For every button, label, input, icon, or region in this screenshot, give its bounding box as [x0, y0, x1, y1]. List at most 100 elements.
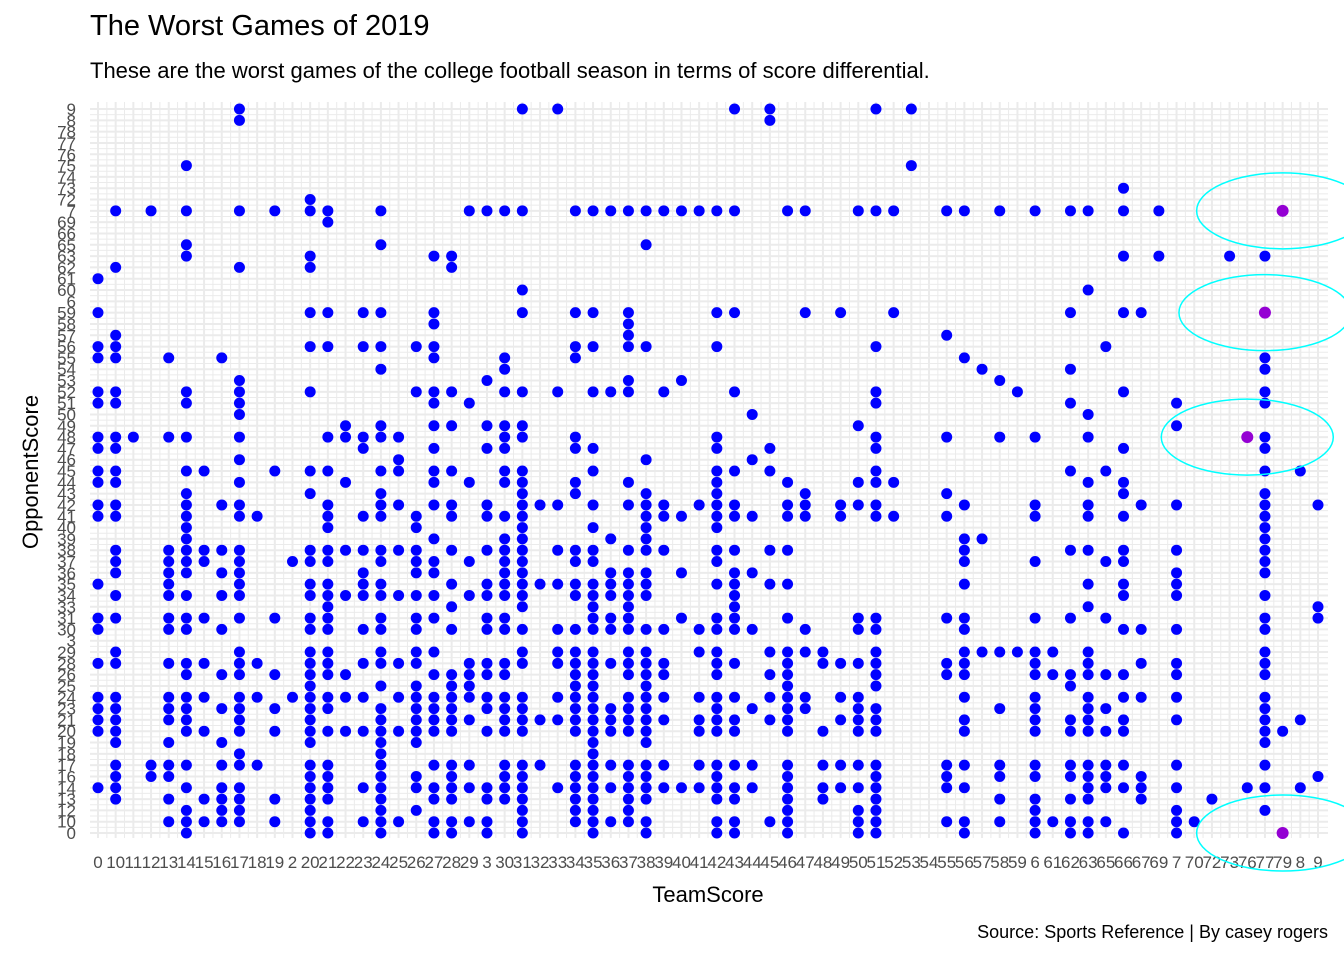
- data-point: [605, 714, 617, 726]
- data-point: [569, 556, 581, 567]
- highlight-ellipse: [1195, 794, 1344, 872]
- data-point: [1047, 816, 1059, 828]
- data-point: [180, 589, 192, 601]
- x-tick-label: 49: [831, 853, 850, 872]
- data-point: [729, 544, 741, 556]
- x-tick-label: 28: [442, 853, 461, 872]
- data-point: [463, 397, 475, 409]
- data-point: [233, 114, 245, 126]
- data-point: [481, 375, 493, 386]
- data-point: [870, 612, 882, 624]
- y-tick-label: 23: [57, 700, 76, 719]
- data-point: [640, 725, 652, 737]
- data-point: [516, 307, 528, 319]
- x-tick-label: 43: [725, 853, 744, 872]
- data-point: [587, 341, 599, 353]
- data-point: [1118, 250, 1130, 262]
- data-point: [1064, 793, 1076, 805]
- x-tick-label: 57: [973, 853, 992, 872]
- x-tick-label: 58: [990, 853, 1009, 872]
- y-tick-label: 35: [57, 575, 76, 594]
- data-point: [463, 589, 475, 601]
- data-point: [852, 612, 864, 624]
- data-point: [1100, 669, 1112, 681]
- data-point: [870, 499, 882, 511]
- data-point: [375, 714, 387, 726]
- data-point: [835, 510, 847, 522]
- x-tick-label: 62: [1061, 853, 1080, 872]
- data-point: [1029, 205, 1041, 217]
- data-point: [658, 205, 670, 217]
- data-point: [817, 725, 829, 737]
- data-point: [410, 725, 422, 737]
- data-point: [729, 816, 741, 828]
- data-point: [233, 397, 245, 409]
- data-point: [622, 782, 634, 794]
- data-point: [233, 804, 245, 816]
- data-point: [180, 160, 192, 172]
- data-point: [481, 544, 493, 556]
- data-point: [180, 522, 192, 534]
- data-point: [357, 782, 369, 794]
- data-point: [1082, 646, 1094, 658]
- data-point: [322, 646, 334, 658]
- data-point: [888, 476, 900, 488]
- data-point: [322, 612, 334, 624]
- data-point: [552, 578, 564, 590]
- data-point: [587, 465, 599, 477]
- x-tick-label: 25: [389, 853, 408, 872]
- data-point: [1029, 804, 1041, 816]
- data-point: [1082, 770, 1094, 782]
- data-point: [410, 589, 422, 601]
- data-point: [428, 533, 440, 545]
- data-point: [410, 386, 422, 398]
- data-point: [410, 612, 422, 624]
- data-point: [1029, 657, 1041, 669]
- data-point: [622, 714, 634, 726]
- data-point: [1064, 827, 1076, 839]
- data-point: [92, 725, 104, 737]
- data-point: [1118, 386, 1130, 398]
- data-point: [233, 375, 245, 386]
- data-point: [658, 386, 670, 398]
- data-point: [375, 499, 387, 511]
- data-point: [1118, 589, 1130, 601]
- data-point: [428, 714, 440, 726]
- data-point: [640, 793, 652, 805]
- data-point: [640, 499, 652, 511]
- y-tick-label: 41: [57, 507, 76, 526]
- data-point: [764, 691, 776, 703]
- x-tick-label: 32: [531, 853, 550, 872]
- data-point: [446, 759, 458, 771]
- data-point: [1224, 250, 1236, 262]
- data-point: [1082, 578, 1094, 590]
- data-point: [499, 669, 511, 681]
- x-tick-label: 24: [371, 853, 390, 872]
- data-point: [375, 307, 387, 319]
- data-point: [1082, 759, 1094, 771]
- x-tick-label: 11: [125, 853, 143, 872]
- data-point: [1082, 601, 1094, 613]
- data-point: [1064, 680, 1076, 692]
- data-point: [587, 782, 599, 794]
- data-point: [233, 205, 245, 217]
- data-point: [163, 737, 175, 748]
- data-point: [835, 691, 847, 703]
- y-tick-label: 55: [57, 349, 76, 368]
- data-point: [569, 691, 581, 703]
- data-point: [799, 307, 811, 319]
- data-point: [941, 488, 953, 500]
- data-point: [729, 567, 741, 579]
- data-point: [1082, 205, 1094, 217]
- data-point: [711, 827, 723, 839]
- y-tick-label: 46: [57, 451, 76, 470]
- data-point: [163, 793, 175, 805]
- data-point: [764, 816, 776, 828]
- y-tick-label: 56: [57, 338, 76, 357]
- data-point: [357, 341, 369, 353]
- data-point: [1064, 725, 1076, 737]
- y-tick-label: 43: [57, 485, 76, 504]
- data-point: [605, 725, 617, 737]
- data-point: [941, 612, 953, 624]
